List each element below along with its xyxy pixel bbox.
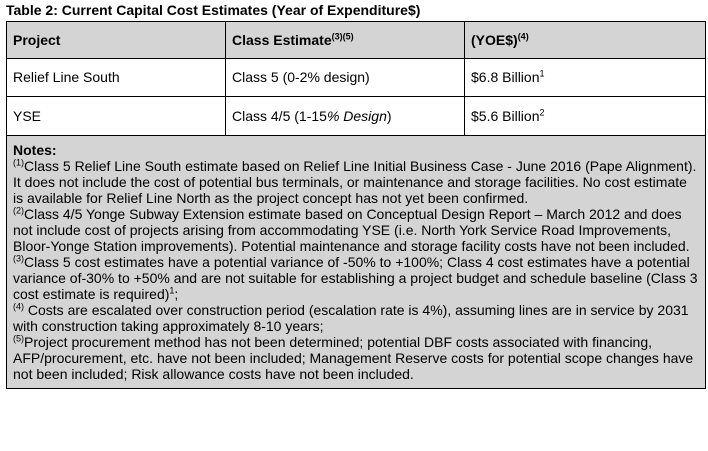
cell-yoe: $5.6 Billion2 <box>464 96 706 136</box>
note-tail-text: ; <box>174 286 179 302</box>
note-marker: (5) <box>13 333 24 344</box>
note-marker: (4) <box>13 301 24 312</box>
cell-class-estimate: Class 5 (0-2% design) <box>225 58 465 97</box>
table-row: Relief Line South Class 5 (0-2% design) … <box>6 58 706 97</box>
header-yoe-footnote: (4) <box>517 30 529 41</box>
note-text: Class 5 Relief Line South estimate based… <box>13 158 697 206</box>
note-item: (3)Class 5 cost estimates have a potenti… <box>13 254 699 302</box>
note-item: (1)Class 5 Relief Line South estimate ba… <box>13 158 699 206</box>
note-marker: (3) <box>13 253 24 264</box>
note-text: Project procurement method has not been … <box>13 334 694 382</box>
cell-project: YSE <box>6 96 226 136</box>
note-tail-footnote: 1 <box>169 285 175 296</box>
capital-cost-table: Project Class Estimate(3)(5) (YOE$)(4) R… <box>6 21 706 389</box>
cell-yoe-footnote: 1 <box>539 68 545 79</box>
notes-row: Notes: (1)Class 5 Relief Line South esti… <box>6 135 706 389</box>
table-header-row: Project Class Estimate(3)(5) (YOE$)(4) <box>6 21 706 59</box>
cell-project: Relief Line South <box>6 58 226 97</box>
notes-title: Notes: <box>13 142 57 158</box>
note-text: Costs are escalated over construction pe… <box>13 302 689 334</box>
note-item: (5)Project procurement method has not be… <box>13 334 699 382</box>
table-row: YSE Class 4/5 (1-15% Design) $5.6 Billio… <box>6 96 706 136</box>
table-caption: Table 2: Current Capital Cost Estimates … <box>6 2 421 18</box>
note-item: (4) Costs are escalated over constructio… <box>13 302 699 334</box>
note-item: (2)Class 4/5 Yonge Subway Extension esti… <box>13 206 699 254</box>
header-class-estimate-footnote: (3)(5) <box>331 30 354 41</box>
note-marker: (1) <box>13 157 24 168</box>
cell-yoe-footnote: 2 <box>539 106 545 117</box>
note-marker: (2) <box>13 205 24 216</box>
header-yoe: (YOE$)(4) <box>464 21 706 59</box>
cell-class-estimate: Class 4/5 (1-15% Design) <box>225 96 465 136</box>
note-text: Class 4/5 Yonge Subway Extension estimat… <box>13 206 690 254</box>
header-class-estimate: Class Estimate(3)(5) <box>225 21 465 59</box>
note-text: Class 5 cost estimates have a potential … <box>13 254 698 302</box>
cell-yoe: $6.8 Billion1 <box>464 58 706 97</box>
header-project: Project <box>6 21 226 59</box>
notes-cell: Notes: (1)Class 5 Relief Line South esti… <box>6 135 706 389</box>
